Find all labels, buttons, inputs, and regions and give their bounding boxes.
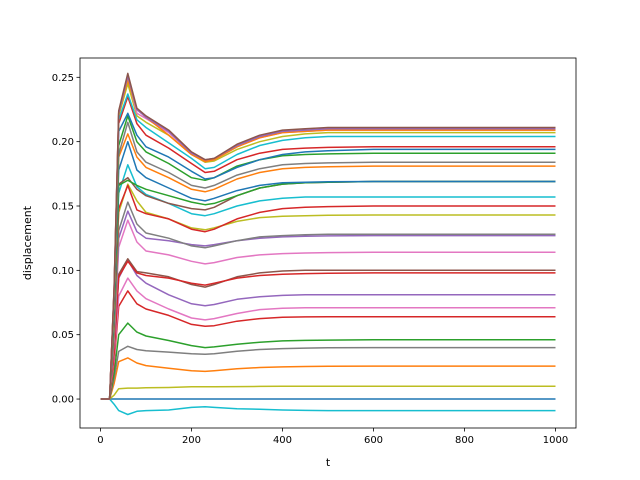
series-line-3	[100, 385, 556, 400]
series-line-5	[100, 345, 556, 400]
y-axis-label: displacement	[21, 205, 34, 280]
y-tick-label: 0.20	[52, 137, 74, 148]
series-line-2	[100, 398, 556, 416]
series-line-4	[100, 357, 556, 400]
series-line-31	[100, 72, 556, 400]
y-tick-label: 0.10	[52, 266, 74, 277]
series-line-10	[100, 258, 556, 400]
x-axis-label: t	[326, 456, 331, 469]
series-line-7	[100, 290, 556, 400]
x-axis: 0 200 400 600 800 1000	[97, 428, 568, 446]
series-line-11	[100, 260, 556, 400]
x-tick-label: 800	[455, 435, 474, 446]
x-tick-label: 1000	[543, 435, 568, 446]
x-tick-label: 200	[182, 435, 201, 446]
series-line-8	[100, 277, 556, 400]
y-tick-label: 0.15	[52, 202, 74, 213]
y-axis: 0.00 0.05 0.10 0.15 0.20 0.25	[52, 73, 80, 406]
plot-frame	[79, 57, 577, 429]
x-tick-label: 400	[273, 435, 292, 446]
y-tick-label: 0.05	[52, 330, 74, 341]
series-line-6	[100, 322, 556, 400]
x-tick-label: 0	[97, 435, 103, 446]
y-tick-label: 0.25	[52, 73, 74, 84]
series-layer	[100, 72, 556, 416]
x-tick-label: 600	[364, 435, 383, 446]
y-tick-label: 0.00	[52, 395, 74, 406]
